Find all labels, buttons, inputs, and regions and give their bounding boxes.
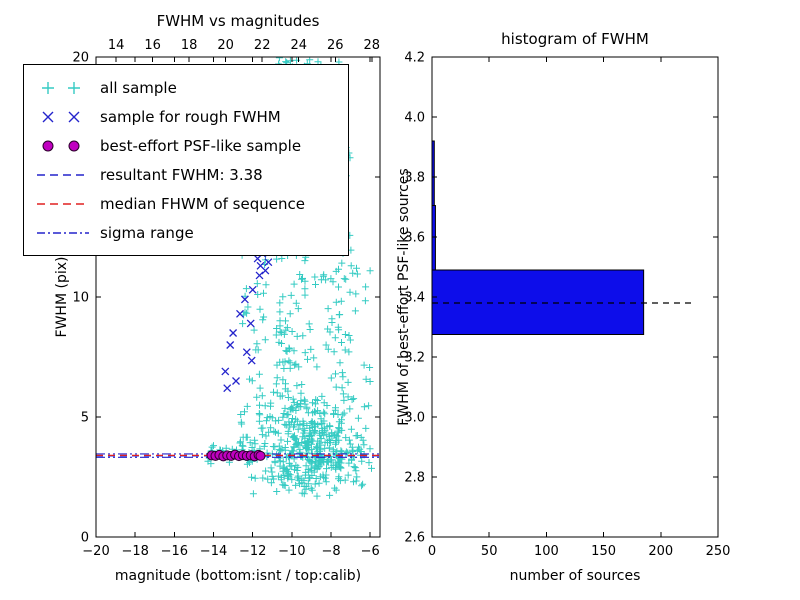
svg-text:18: 18 [181,38,198,53]
svg-text:3.4: 3.4 [404,291,425,306]
axis-ticks [95,56,719,538]
histogram-bar [431,269,645,335]
legend-label: sigma range [100,223,194,242]
circle-marker-icon [34,135,92,157]
svg-text:50: 50 [481,544,498,559]
svg-text:250: 250 [706,544,731,559]
svg-text:3.2: 3.2 [404,351,425,366]
legend-item: all sample [34,73,338,102]
svg-text:28: 28 [364,38,381,53]
svg-text:200: 200 [648,544,673,559]
svg-text:20: 20 [72,51,89,66]
x-marker-icon [34,106,92,128]
psf-sample-point [255,450,266,461]
dashed-marker-icon [34,164,92,186]
svg-text:−12: −12 [239,544,266,559]
left-plot-title: FWHM vs magnitudes [156,12,320,30]
svg-text:150: 150 [591,544,616,559]
svg-text:5: 5 [81,411,89,426]
right-plot-xlabel: number of sources [509,568,641,584]
svg-text:14: 14 [108,38,125,53]
svg-text:−18: −18 [121,544,148,559]
svg-text:4.0: 4.0 [404,111,425,126]
dashdot-marker-icon [34,222,92,244]
right-plot-title: histogram of FWHM [501,30,649,48]
legend-item: best-effort PSF-like sample [34,131,338,160]
svg-text:2.6: 2.6 [404,531,425,546]
legend-item: median FHWM of sequence [34,189,338,218]
plus-marker-icon [34,77,92,99]
svg-text:−16: −16 [161,544,188,559]
svg-text:100: 100 [534,544,559,559]
left-plot-content [96,57,380,500]
svg-text:16: 16 [144,38,161,53]
svg-text:0: 0 [81,531,89,546]
legend-item: sample for rough FWHM [34,102,338,131]
legend-label: sample for rough FWHM [100,107,281,126]
legend-item: resultant FWHM: 3.38 [34,160,338,189]
left-plot-xlabel: magnitude (bottom:isnt / top:calib) [114,568,362,584]
svg-text:2.8: 2.8 [404,471,425,486]
svg-text:3.6: 3.6 [404,231,425,246]
svg-text:−20: −20 [82,544,109,559]
svg-text:24: 24 [290,38,307,53]
tick-labels: −20 −18 −16 −14 −12 −10 −8 −6 14 16 18 20 22 24 26 28 0 5… [72,38,730,559]
left-plot-ylabel: FWHM (pix) [54,256,70,338]
legend-label: resultant FWHM: 3.38 [100,165,263,184]
legend: all sample sample for rough FWHM best-effo… [23,64,349,256]
legend-label: best-effort PSF-like sample [100,136,302,155]
legend-label: median FHWM of sequence [100,194,305,213]
svg-text:4.2: 4.2 [404,51,425,66]
svg-text:3.8: 3.8 [404,171,425,186]
svg-text:−10: −10 [278,544,305,559]
rough-fwhm-points [211,242,276,460]
svg-text:20: 20 [217,38,234,53]
svg-text:3.0: 3.0 [404,411,425,426]
svg-text:−14: −14 [200,544,227,559]
svg-text:10: 10 [72,291,89,306]
histogram-bar [431,205,436,271]
svg-text:−6: −6 [361,544,380,559]
svg-text:26: 26 [327,38,344,53]
right-plot-content [431,140,693,335]
svg-text:22: 22 [254,38,271,53]
svg-text:−8: −8 [321,544,340,559]
dashed-marker-icon [34,193,92,215]
legend-item: sigma range [34,218,338,247]
right-plot-ylabel: FWHM of best-effort PSF-like sources [396,168,412,426]
svg-text:0: 0 [428,544,436,559]
legend-label: all sample [100,78,177,97]
